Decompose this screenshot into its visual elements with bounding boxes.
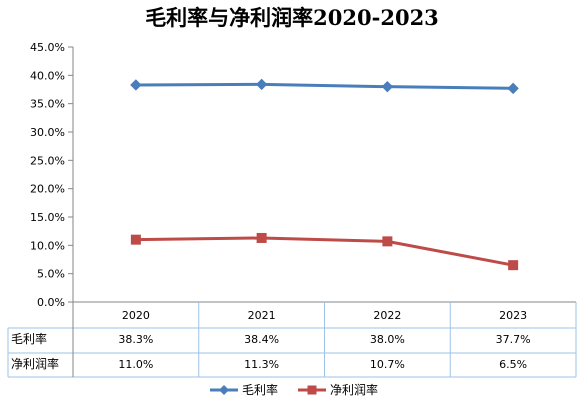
series-line [135,82,514,90]
table-value: 38.3% [118,333,153,346]
table-value: 10.7% [370,358,405,371]
data-table: 2020 2021 2022 2023 毛利率 38.3% 38.4% 38.0% 37.7% 净… [7,301,577,378]
x-category-label: 2023 [499,309,527,322]
data-point [381,80,394,93]
table-value: 6.5% [499,358,527,371]
table-value: 11.3% [244,358,279,371]
legend-marker [307,385,317,395]
chart-title: 毛利率与净利润率2020-2023 [145,5,439,30]
y-tick-label: 15.0% [30,211,65,224]
legend-label: 净利润率 [330,382,378,397]
y-tick-label: 40.0% [30,69,65,82]
data-point [507,82,519,95]
data-point [255,78,268,91]
data-point [256,232,267,243]
y-tick-label: 0.0% [37,296,65,309]
y-tick-label: 20.0% [30,183,65,196]
data-point [508,260,519,271]
table-series-label: 毛利率 [11,331,47,346]
table-value: 38.4% [244,333,279,346]
x-category-label: 2020 [122,309,150,322]
table-value: 37.7% [496,333,531,346]
data-point [130,79,142,91]
x-category-label: 2021 [248,309,276,322]
legend-label: 毛利率 [242,382,278,397]
y-tick-label: 10.0% [30,239,65,252]
table-series-label: 净利润率 [11,356,59,371]
table-value: 11.0% [118,358,153,371]
y-tick-label: 35.0% [30,98,65,111]
y-tick-label: 25.0% [30,154,65,167]
legend: 毛利率 净利润率 [210,382,378,397]
series-lines [130,78,519,271]
data-point [382,236,393,247]
y-axis-ticks: 0.0% 5.0% 10.0% 15.0% 20.0% 25.0% 30.0% 35.0% 40… [30,41,73,309]
y-tick-label: 45.0% [30,41,65,54]
y-tick-label: 30.0% [30,126,65,139]
table-value: 38.0% [370,333,405,346]
data-point [130,234,141,245]
series-line [135,236,514,267]
legend-marker [219,385,229,395]
y-tick-label: 5.0% [37,268,65,281]
x-category-label: 2022 [373,309,401,322]
